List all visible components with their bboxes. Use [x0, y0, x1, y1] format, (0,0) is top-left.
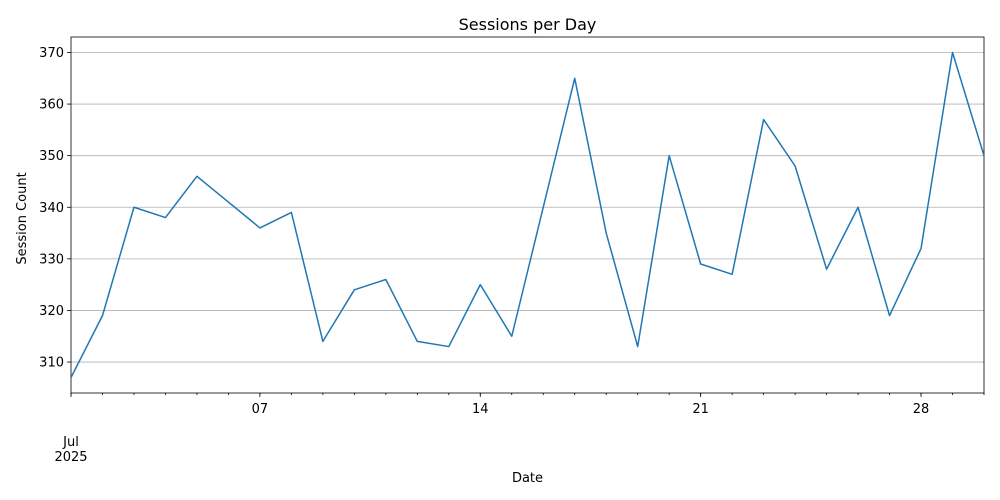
x-axis-label: Date [512, 471, 543, 486]
grid-lines [71, 52, 984, 363]
y-tick-label: 370 [39, 46, 64, 61]
series-line [71, 51, 984, 378]
axes [70, 36, 985, 394]
y-axis-label: Session Count [15, 172, 30, 264]
x-tick-label: Jul [62, 435, 79, 450]
x-tick-sublabel: 2025 [54, 450, 87, 465]
chart-title: Sessions per Day [459, 15, 597, 34]
series-layer [71, 51, 984, 378]
x-tick-label: 14 [472, 402, 489, 417]
y-tick-label: 330 [39, 252, 64, 267]
y-tick-label: 310 [39, 356, 64, 371]
y-tick-label: 350 [39, 149, 64, 164]
x-tick-label: 07 [252, 402, 269, 417]
y-tick-label: 340 [39, 201, 64, 216]
y-tick-label: 360 [39, 98, 64, 113]
x-tick-label: 28 [913, 402, 930, 417]
plot-frame [70, 36, 985, 394]
y-tick-label: 320 [39, 304, 64, 319]
x-tick-label: 21 [692, 402, 709, 417]
